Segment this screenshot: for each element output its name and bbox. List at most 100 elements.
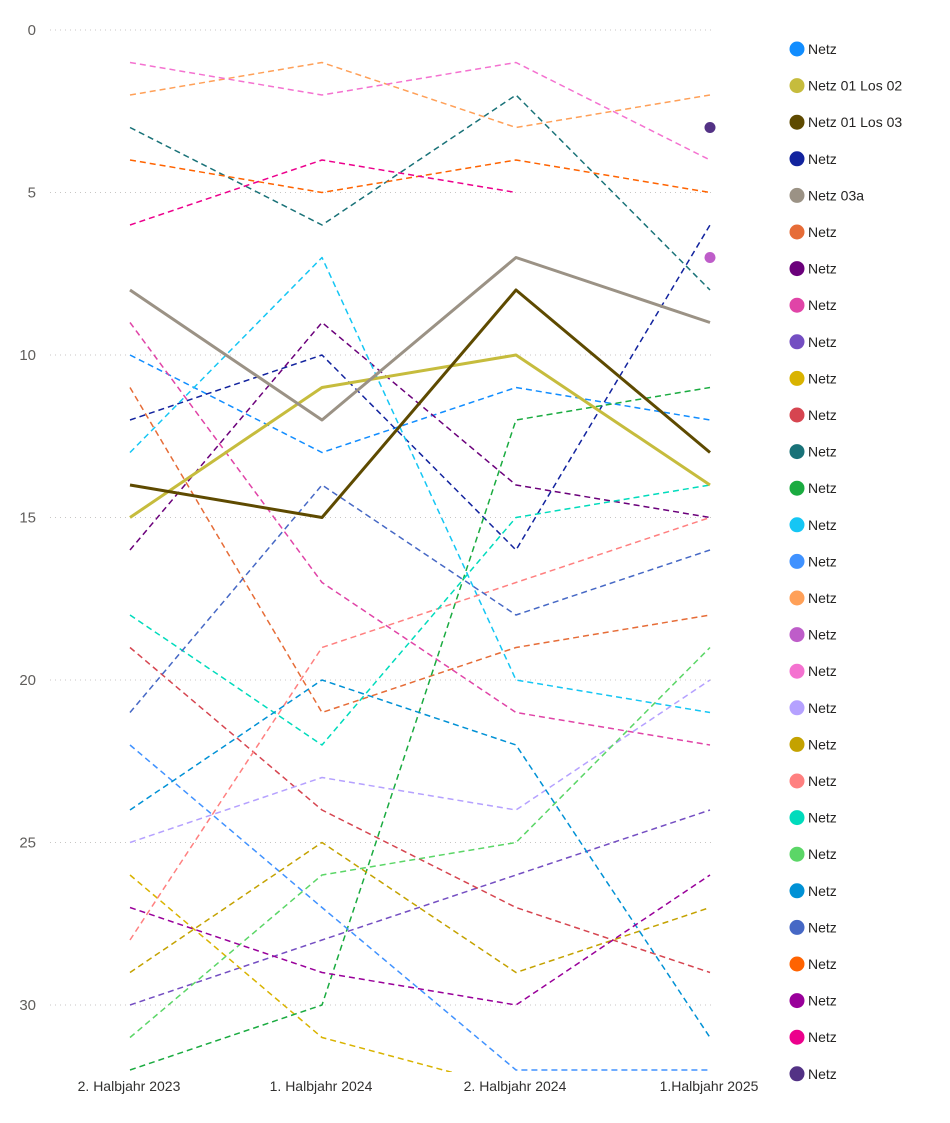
legend-item[interactable]: Netz xyxy=(789,773,837,789)
series-point[interactable] xyxy=(704,252,716,263)
y-tick-label: 20 xyxy=(19,672,36,689)
legend-label: Netz 01 Los 03 xyxy=(808,114,902,130)
legend-item[interactable]: Netz xyxy=(789,370,837,386)
series-line[interactable] xyxy=(129,288,711,519)
legend-swatch xyxy=(789,407,805,423)
series-line[interactable] xyxy=(129,646,711,1039)
legend-item[interactable]: Netz xyxy=(789,993,837,1009)
legend-item[interactable]: Netz xyxy=(789,334,837,350)
series-line[interactable] xyxy=(129,516,711,941)
legend-swatch xyxy=(789,297,805,313)
legend-item[interactable]: Netz xyxy=(789,700,837,716)
legend-item[interactable]: Netz 01 Los 02 xyxy=(789,78,903,94)
legend-item[interactable]: Netz xyxy=(789,1029,837,1045)
legend-label: Netz 03a xyxy=(808,187,864,203)
gridlines xyxy=(50,29,712,1006)
series-line[interactable] xyxy=(129,679,711,844)
series-line[interactable] xyxy=(129,809,711,1006)
legend-swatch xyxy=(789,334,805,350)
legend-item[interactable]: Netz xyxy=(789,919,837,935)
series-line[interactable] xyxy=(129,256,711,714)
legend-swatch xyxy=(789,736,805,752)
legend-item[interactable]: Netz xyxy=(789,224,837,240)
legend-swatch xyxy=(789,1066,805,1082)
legend-swatch xyxy=(789,517,805,533)
legend-item[interactable]: Netz xyxy=(789,151,837,167)
series-line[interactable] xyxy=(129,387,711,714)
legend-item[interactable]: Netz xyxy=(789,627,837,643)
legend-item[interactable]: Netz xyxy=(789,590,837,606)
legend-item[interactable]: Netz 03a xyxy=(789,187,865,203)
legend-label: Netz xyxy=(808,627,837,643)
legend-swatch xyxy=(789,187,805,203)
legend-label: Netz xyxy=(808,553,837,569)
legend-item[interactable]: Netz xyxy=(789,261,837,277)
series-line[interactable] xyxy=(129,353,711,519)
legend-item[interactable]: Netz xyxy=(789,663,837,679)
legend-swatch xyxy=(789,773,805,789)
series-line[interactable] xyxy=(129,679,711,1038)
series-line[interactable] xyxy=(129,61,711,129)
series-line[interactable] xyxy=(129,159,517,226)
y-axis: 0 5 10 15 20 25 30 xyxy=(19,22,36,1014)
y-tick-label: 0 xyxy=(28,22,36,39)
legend-item[interactable]: Netz xyxy=(789,1066,837,1082)
series-line[interactable] xyxy=(129,744,710,1071)
legend-item[interactable]: Netz xyxy=(789,297,837,313)
legend-label: Netz xyxy=(808,151,837,167)
legend-swatch xyxy=(789,663,805,679)
legend-swatch xyxy=(789,261,805,277)
legend-item[interactable]: Netz xyxy=(789,444,837,460)
legend-label: Netz 01 Los 02 xyxy=(808,78,902,94)
legend-item[interactable]: Netz xyxy=(789,956,837,972)
series-line[interactable] xyxy=(129,386,711,1071)
y-tick-label: 25 xyxy=(19,835,36,852)
legend-swatch xyxy=(789,224,805,240)
series-line[interactable] xyxy=(129,94,711,291)
legend-label: Netz xyxy=(808,590,837,606)
legend-label: Netz xyxy=(808,736,837,752)
legend-item[interactable]: Netz xyxy=(789,517,837,533)
series-point[interactable] xyxy=(704,122,716,133)
series-line[interactable] xyxy=(129,256,711,422)
legend-swatch xyxy=(789,78,805,94)
legend-swatch xyxy=(789,627,805,643)
series-line[interactable] xyxy=(129,224,711,551)
series-line[interactable] xyxy=(129,484,711,746)
series-line[interactable] xyxy=(129,841,711,974)
legend-swatch xyxy=(789,846,805,862)
legend-item[interactable]: Netz xyxy=(789,41,837,57)
legend-item[interactable]: Netz xyxy=(789,883,837,899)
legend-label: Netz xyxy=(808,663,837,679)
legend-swatch xyxy=(789,151,805,167)
legend-label: Netz xyxy=(808,883,837,899)
series-line[interactable] xyxy=(129,321,711,551)
legend-item[interactable]: Netz 01 Los 03 xyxy=(789,114,903,130)
legend-item[interactable]: Netz xyxy=(789,810,837,826)
legend-label: Netz xyxy=(808,297,837,313)
legend-swatch xyxy=(789,480,805,496)
series-line[interactable] xyxy=(129,484,711,713)
x-tick-label: 1. Halbjahr 2024 xyxy=(270,1078,373,1094)
legend-item[interactable]: Netz xyxy=(789,480,837,496)
x-tick-label: 2. Halbjahr 2023 xyxy=(78,1078,181,1094)
legend-swatch xyxy=(789,590,805,606)
legend-swatch xyxy=(789,956,805,972)
y-tick-label: 15 xyxy=(19,510,36,527)
series-line[interactable] xyxy=(129,874,516,1090)
legend-label: Netz xyxy=(808,1029,837,1045)
legend-swatch xyxy=(789,883,805,899)
legend-item[interactable]: Netz xyxy=(789,407,837,423)
legend-item[interactable]: Netz xyxy=(789,846,837,862)
legend-label: Netz xyxy=(808,407,837,423)
series-line[interactable] xyxy=(129,646,711,974)
legend-item[interactable]: Netz xyxy=(789,553,837,569)
legend[interactable]: Netz Netz 01 Los 02 Netz 01 Los 03 Netz Netz… xyxy=(789,41,903,1082)
legend-swatch xyxy=(789,919,805,935)
legend-swatch xyxy=(789,370,805,386)
legend-item[interactable]: Netz xyxy=(789,736,837,752)
legend-swatch xyxy=(789,993,805,1009)
series-line[interactable] xyxy=(129,874,711,1006)
series-lines[interactable] xyxy=(129,61,716,1090)
series-line[interactable] xyxy=(129,61,711,161)
